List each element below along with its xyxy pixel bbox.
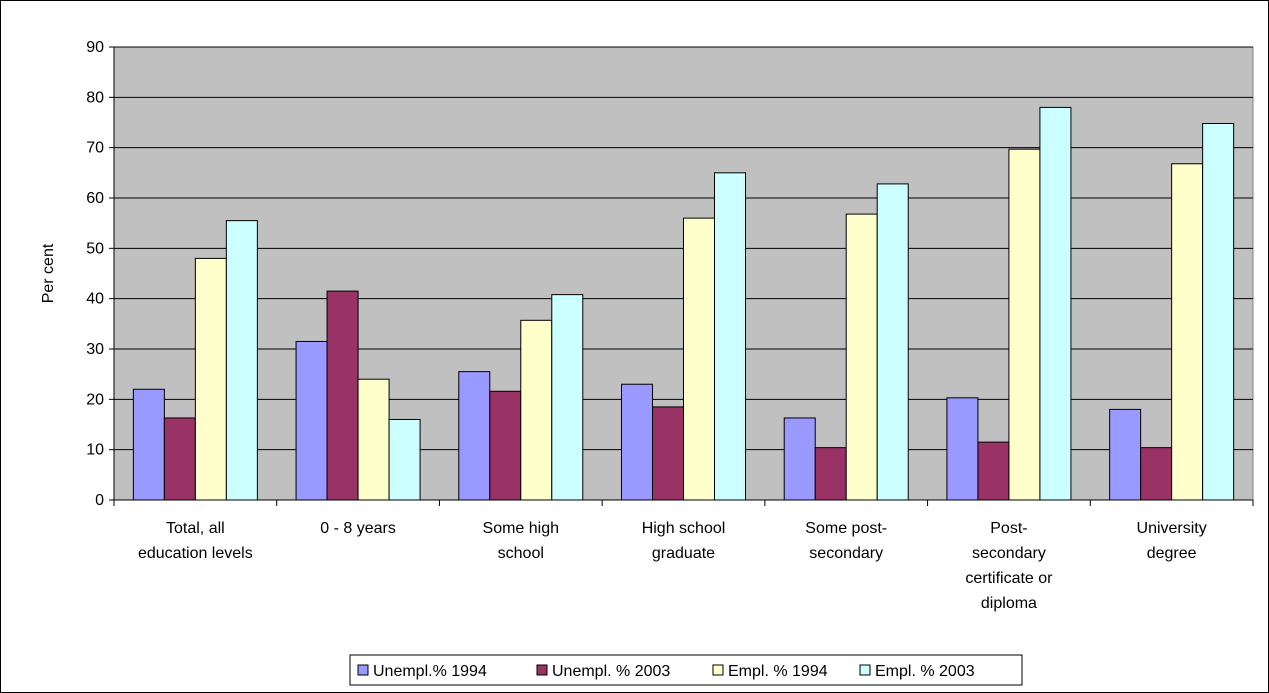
legend-label: Empl. % 2003 bbox=[875, 663, 975, 680]
x-tick-label: 0 - 8 years bbox=[320, 520, 396, 537]
bar bbox=[163, 417, 196, 501]
bar bbox=[458, 371, 491, 501]
bar bbox=[621, 383, 653, 501]
x-tick-label: Total, all education levels bbox=[138, 520, 253, 562]
x-tick-label-line: degree bbox=[1147, 545, 1197, 562]
y-tick-label: 30 bbox=[86, 341, 104, 358]
bar bbox=[714, 172, 746, 501]
y-tick-label: 60 bbox=[86, 190, 104, 207]
bar bbox=[489, 390, 522, 501]
bar bbox=[876, 183, 909, 501]
bar bbox=[1109, 408, 1142, 501]
x-tick-label: Post-secondary certificate or diploma bbox=[965, 520, 1053, 612]
x-tick-label-line: Post- bbox=[990, 520, 1027, 537]
y-tick-label: 70 bbox=[86, 140, 104, 157]
legend-label: Empl. % 1994 bbox=[728, 663, 828, 680]
x-tick-label-line: school bbox=[498, 545, 544, 562]
bar bbox=[326, 290, 359, 501]
bar bbox=[814, 447, 847, 501]
bar bbox=[194, 257, 227, 501]
x-tick-label: Some high school bbox=[483, 520, 560, 562]
y-tick-label: 40 bbox=[86, 291, 104, 308]
x-tick-label-line: diploma bbox=[981, 595, 1037, 612]
bar bbox=[520, 319, 553, 501]
bar bbox=[1202, 123, 1235, 501]
x-tick-label-line: Total, all bbox=[166, 520, 225, 537]
bar bbox=[1171, 163, 1204, 501]
y-axis-label: Per cent bbox=[40, 243, 57, 303]
bar bbox=[652, 406, 684, 501]
legend-label: Unempl.% 1994 bbox=[373, 663, 487, 680]
y-tick-label: 80 bbox=[86, 89, 104, 106]
y-tick-label: 0 bbox=[95, 492, 104, 509]
bar bbox=[357, 378, 390, 501]
x-tick-label-line: Some post- bbox=[805, 520, 887, 537]
x-tick-label-line: education levels bbox=[138, 545, 253, 562]
legend-swatch bbox=[536, 664, 548, 676]
x-tick-label-line: secondary bbox=[972, 545, 1046, 562]
bar bbox=[132, 388, 165, 501]
y-tick-label: 20 bbox=[86, 391, 104, 408]
x-tick-label-line: High school bbox=[642, 520, 726, 537]
bar bbox=[946, 397, 979, 501]
bar bbox=[783, 417, 816, 501]
legend-swatch bbox=[712, 664, 724, 676]
y-tick-label: 50 bbox=[86, 240, 104, 257]
x-tick-label-line: secondary bbox=[809, 545, 883, 562]
legend-swatch bbox=[859, 664, 871, 676]
bar bbox=[1039, 106, 1072, 501]
x-tick-label: Some post-secondary bbox=[805, 520, 887, 562]
x-tick-label-line: University bbox=[1137, 520, 1207, 537]
bar bbox=[551, 294, 584, 501]
bar bbox=[1008, 148, 1041, 501]
legend bbox=[349, 654, 1023, 686]
bar bbox=[683, 217, 715, 501]
x-tick-label: University degree bbox=[1137, 520, 1207, 562]
bar bbox=[977, 441, 1010, 501]
legend-label: Unempl. % 2003 bbox=[552, 663, 670, 680]
y-tick-label: 90 bbox=[86, 39, 104, 56]
x-tick-label: High school graduate bbox=[642, 520, 726, 562]
legend-swatch bbox=[357, 664, 369, 676]
bar bbox=[845, 213, 878, 501]
x-tick-label-line: 0 - 8 years bbox=[320, 520, 396, 537]
bar bbox=[225, 220, 258, 501]
x-tick-label-line: certificate or bbox=[965, 570, 1053, 587]
y-tick-label: 10 bbox=[86, 442, 104, 459]
bar bbox=[388, 418, 421, 501]
bar bbox=[1140, 447, 1173, 501]
x-tick-label-line: graduate bbox=[652, 545, 715, 562]
bar bbox=[295, 340, 328, 501]
x-tick-label-line: Some high bbox=[483, 520, 560, 537]
